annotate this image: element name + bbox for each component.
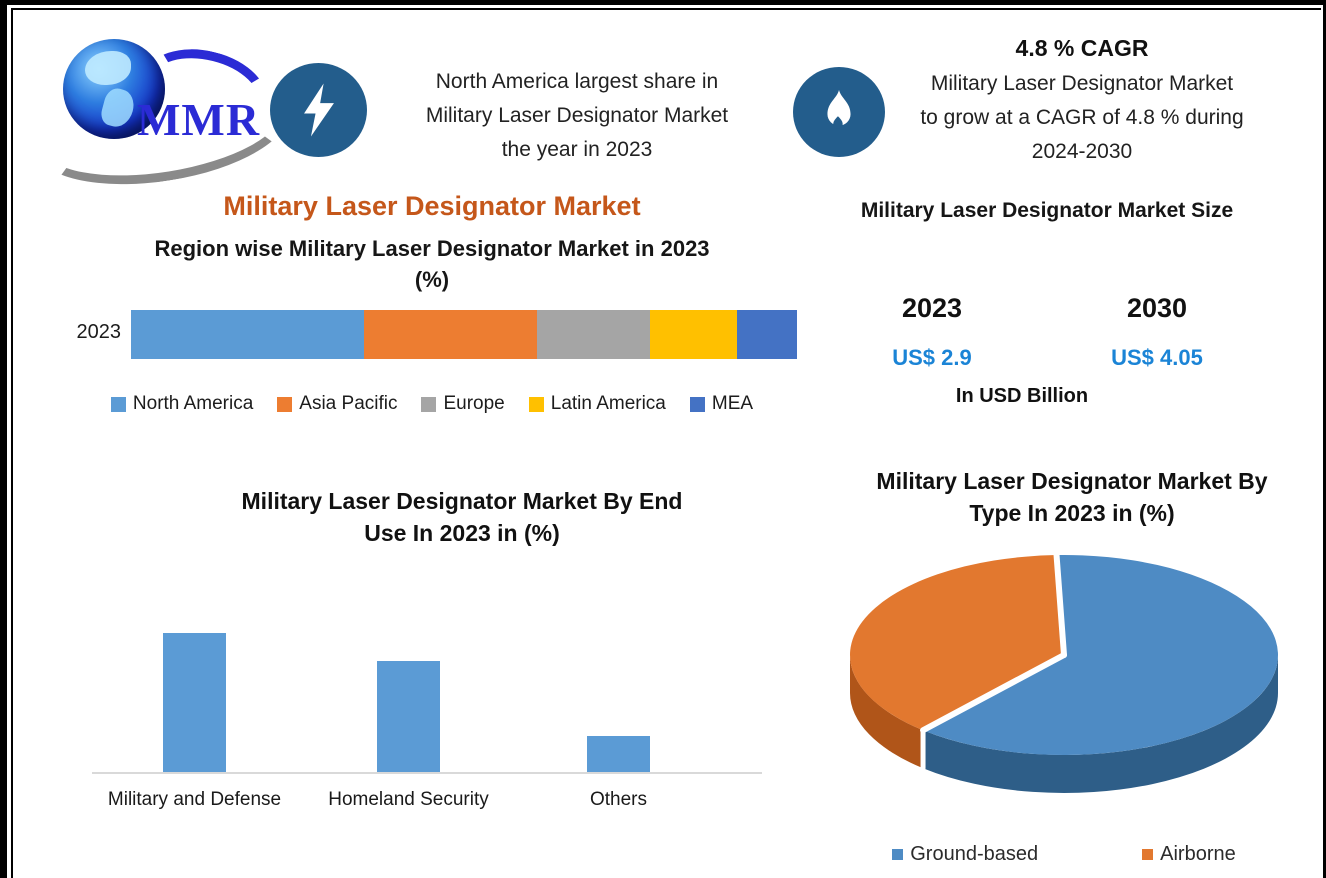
market-size-title: Military Laser Designator Market Size xyxy=(860,199,1234,222)
pie-gap-line xyxy=(920,652,1067,734)
legend-swatch-airborne xyxy=(1142,849,1154,860)
end-use-label-homeland-security: Homeland Security xyxy=(328,789,489,810)
market-size-year-end: 2030 xyxy=(1126,293,1188,323)
pie-slice-ground-based xyxy=(923,555,1279,755)
region-legend-item-mea: MEA xyxy=(689,393,754,415)
pie-gap-line xyxy=(1053,552,1067,658)
legend-label-airborne: Airborne xyxy=(1160,843,1236,865)
callout-cagr-line2: to grow at a CAGR of 4.8 % during xyxy=(920,106,1244,129)
market-size-year-start: 2023 xyxy=(901,293,963,323)
lightning-icon xyxy=(303,83,334,137)
lightning-badge xyxy=(270,63,367,157)
legend-label-europe: Europe xyxy=(443,393,505,414)
type-legend-item-ground-based: Ground-based xyxy=(892,843,1038,866)
cagr-headline: 4.8 % CAGR xyxy=(1015,35,1149,61)
legend-swatch-europe xyxy=(421,396,437,412)
callout-cagr-line3: 2024-2030 xyxy=(1031,140,1133,163)
legend-label-mea: MEA xyxy=(711,393,754,414)
flame-badge xyxy=(793,67,885,157)
pie-slice-airborne xyxy=(850,555,1064,731)
end-use-category-labels: Military and Defense Homeland Security Oth… xyxy=(92,789,762,815)
callout-share-line1: North America largest share in xyxy=(435,70,719,93)
type-chart-title: Military Laser Designator Market By Type… xyxy=(876,468,1268,526)
region-chart-title: Region wise Military Laser Designator Ma… xyxy=(154,236,710,292)
end-use-bar-military-and-defense xyxy=(163,633,226,772)
region-legend-item-europe: Europe xyxy=(421,393,505,415)
region-segment-latin-america xyxy=(650,310,738,359)
callout-share-line3: the year in 2023 xyxy=(501,138,653,161)
end-use-label-others: Others xyxy=(589,789,648,810)
region-stacked-bar xyxy=(131,310,797,359)
market-size-value-start: US$ 2.9 xyxy=(892,345,972,370)
callout-cagr-line1: Military Laser Designator Market xyxy=(930,72,1234,95)
end-use-chart-title: Military Laser Designator Market By End … xyxy=(241,488,683,546)
page-title: Military Laser Designator Market xyxy=(223,191,641,221)
pie-rim-ground-based xyxy=(923,655,1278,793)
callout-share-line2: Military Laser Designator Market xyxy=(425,104,729,127)
region-legend: North America Asia Pacific Europe Latin Ame… xyxy=(62,393,802,415)
region-segment-asia-pacific xyxy=(364,310,538,359)
end-use-bar-homeland-security xyxy=(377,661,440,772)
legend-label-asia-pacific: Asia Pacific xyxy=(299,393,398,414)
callout-share: North America largest share in Military … xyxy=(377,65,777,167)
region-segment-europe xyxy=(537,310,651,359)
region-legend-item-asia-pacific: Asia Pacific xyxy=(277,393,397,415)
type-legend-item-airborne: Airborne xyxy=(1142,843,1236,866)
type-pie-svg xyxy=(850,552,1279,793)
market-size-value-end: US$ 4.05 xyxy=(1111,345,1203,370)
end-use-bar-others xyxy=(587,736,650,772)
legend-label-north-america: North America xyxy=(132,393,254,414)
legend-label-latin-america: Latin America xyxy=(550,393,666,414)
type-pie-chart xyxy=(829,537,1299,822)
legend-swatch-mea xyxy=(689,396,705,412)
legend-swatch-ground-based xyxy=(892,849,904,860)
region-segment-north-america xyxy=(131,310,365,359)
callout-cagr: 4.8 % CAGR Military Laser Designator Mar… xyxy=(879,31,1285,169)
legend-swatch-asia-pacific xyxy=(277,396,293,412)
end-use-plot xyxy=(92,619,762,772)
region-segment-mea xyxy=(737,310,797,359)
end-use-x-axis-line xyxy=(92,772,762,774)
region-legend-item-north-america: North America xyxy=(110,393,254,415)
legend-swatch-north-america xyxy=(110,396,126,412)
region-axis-category-label: 2023 xyxy=(76,321,122,343)
globe-icon xyxy=(63,39,165,139)
mmr-logo: MMR xyxy=(26,33,298,201)
flame-icon xyxy=(827,89,851,129)
legend-swatch-latin-america xyxy=(528,396,544,412)
market-size-unit: In USD Billion xyxy=(955,385,1089,407)
logo-text: MMR xyxy=(137,94,261,145)
type-pie-legend: Ground-based Airborne xyxy=(829,843,1299,866)
pie-rim-airborne xyxy=(850,655,924,769)
end-use-label-military-and-defense: Military and Defense xyxy=(107,789,282,810)
legend-label-ground-based: Ground-based xyxy=(910,843,1039,865)
region-legend-item-latin-america: Latin America xyxy=(528,393,666,415)
